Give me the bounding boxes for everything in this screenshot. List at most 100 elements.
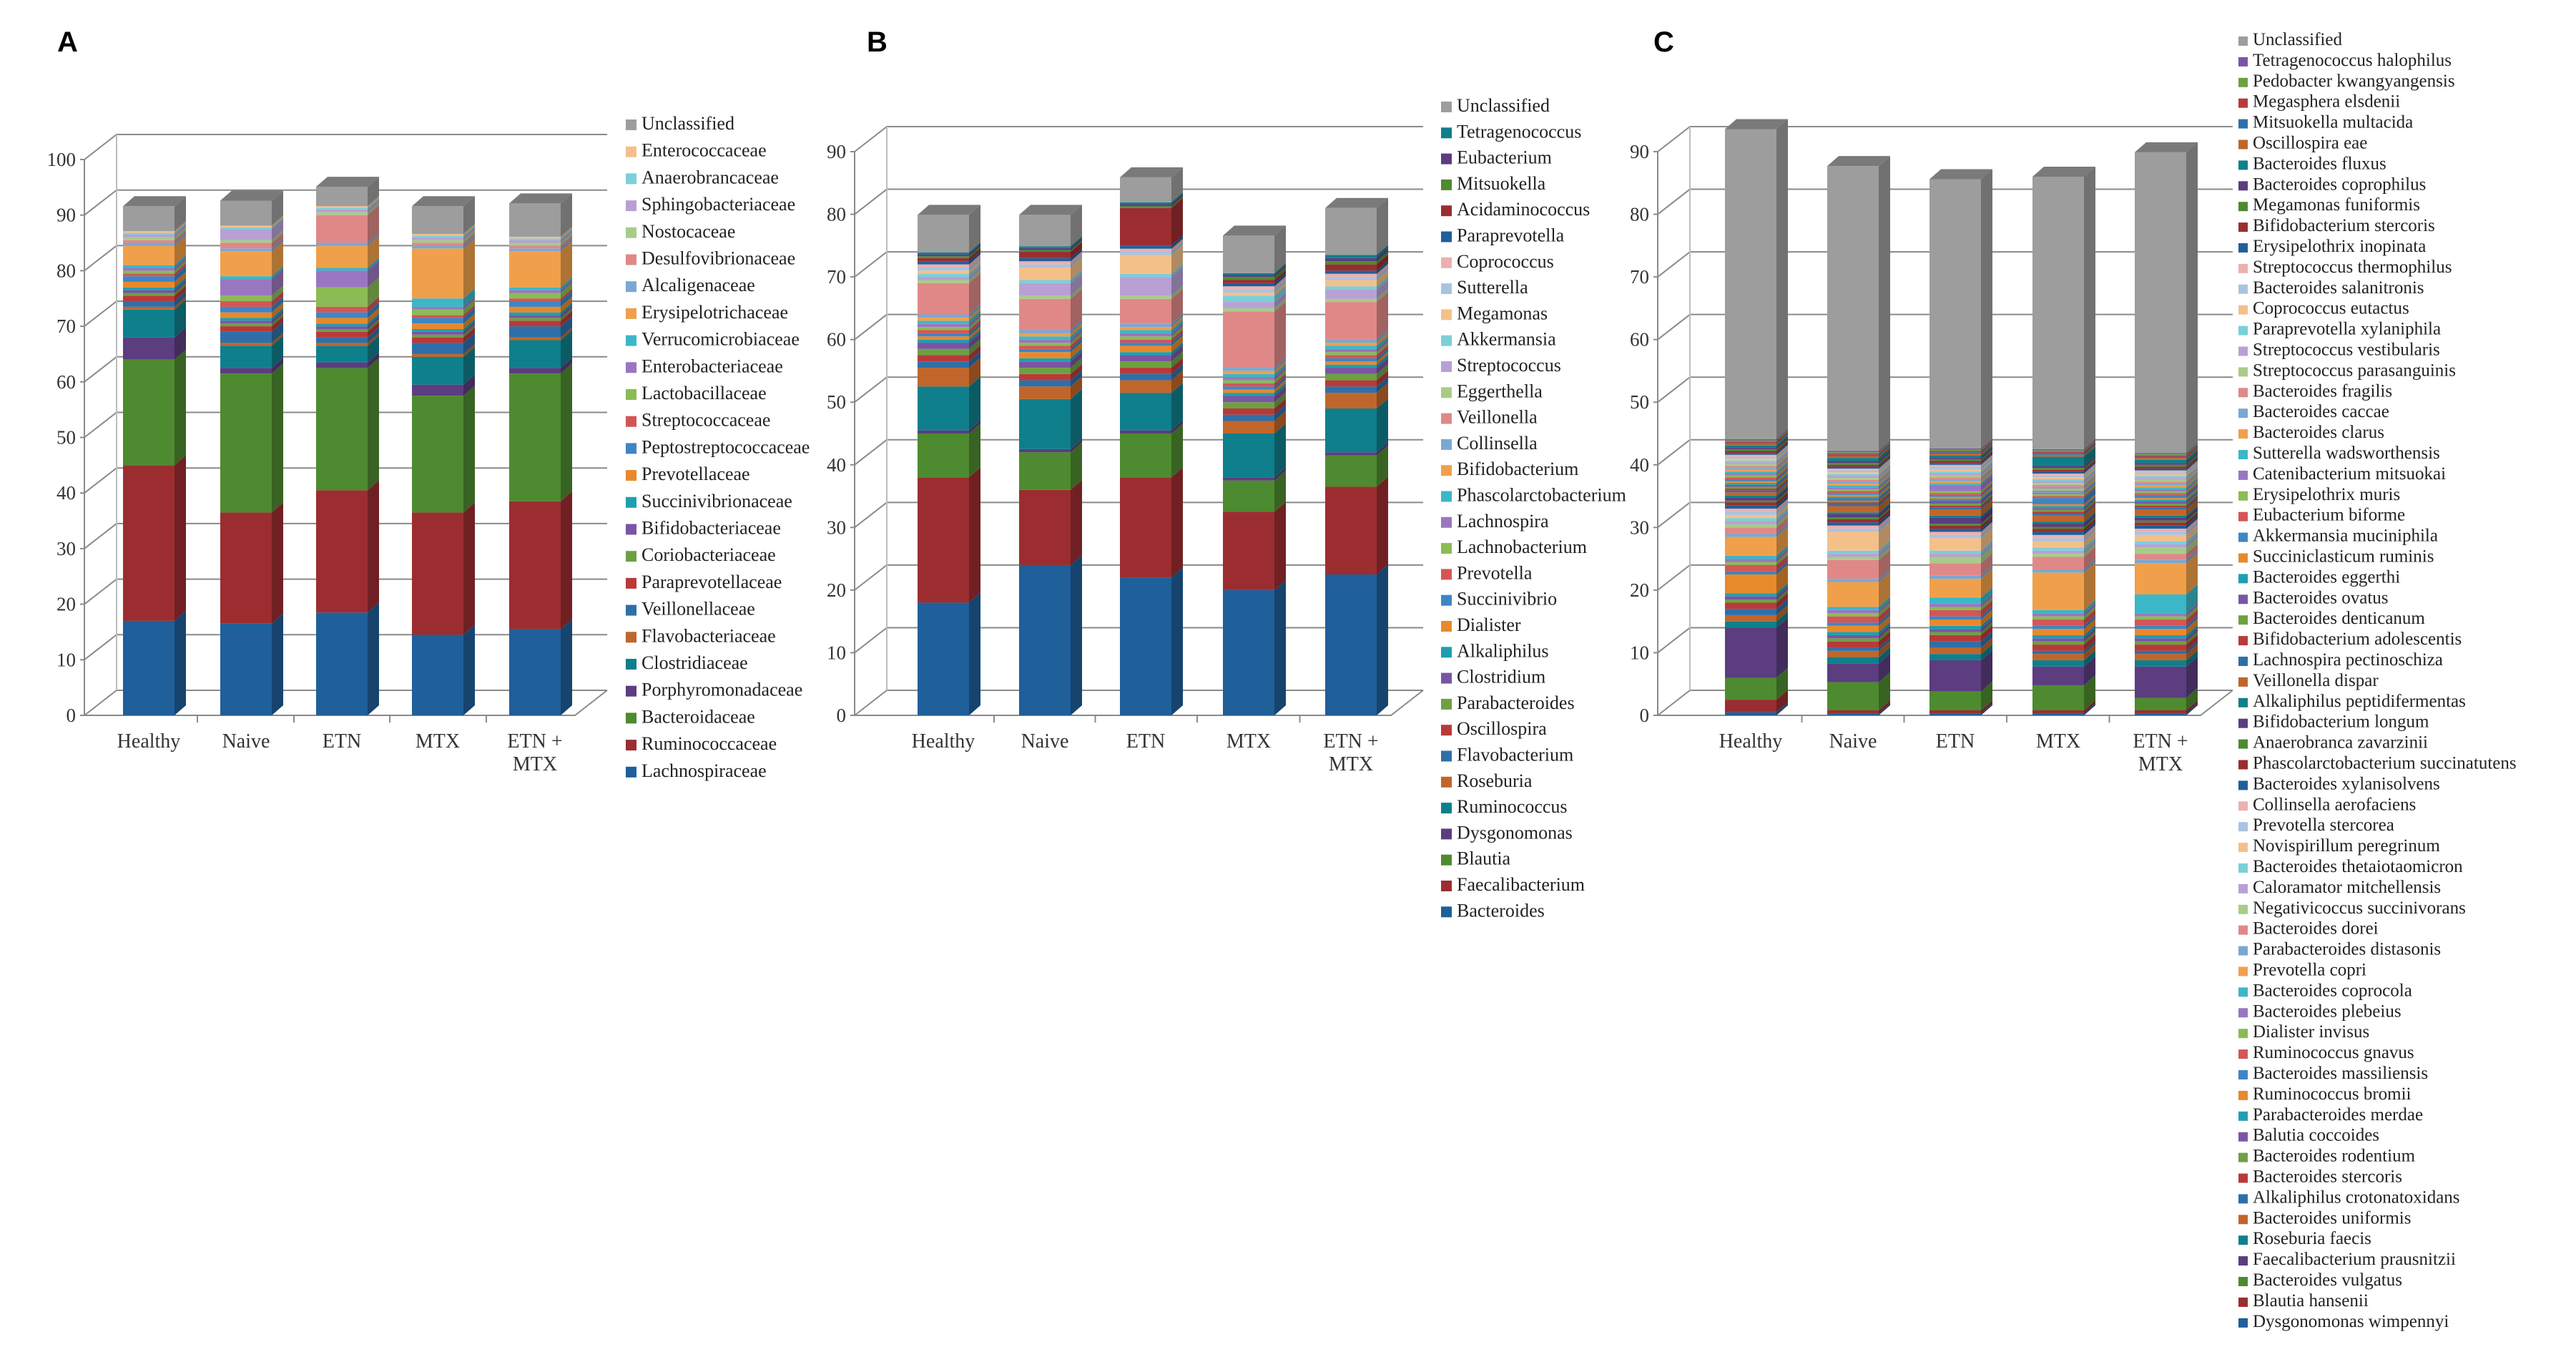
legend-label-lachnospira: Lachnospira — [1457, 511, 1549, 532]
bar-side-erysipelothrix-inopinata — [2084, 461, 2095, 474]
bar-segment-bacteroides-plebeius — [2032, 613, 2084, 617]
x-tick-label: MTX — [2036, 730, 2080, 753]
bar-segment-bacteroides-fragilis — [1929, 477, 1981, 479]
bar-segment-unclassified — [316, 187, 368, 207]
bar-segment-ruminococcus-gnavus — [1725, 564, 1776, 572]
bar-side-bacteroides-stercoris — [1981, 624, 1992, 642]
bar-segment-unclassified — [412, 206, 463, 235]
bar-segment-clostridiaceae — [316, 346, 368, 363]
legend-label-erysipelothrix-inopinata: Erysipelothrix inopinata — [2253, 237, 2426, 256]
bar-segment-desulfovibrionaceae — [123, 240, 174, 243]
bar-side-prevotellaceae — [368, 308, 379, 324]
bar-segment-mitsuokella — [1120, 206, 1171, 208]
legend-swatch-bacteroides-ovatus — [2238, 594, 2248, 604]
bar-segment-anaerobrancaceae — [412, 235, 463, 237]
legend-label-enterococcaceae: Enterococcaceae — [641, 140, 767, 161]
bar-side-akkermansia-muciniphila — [1776, 469, 1788, 481]
bar-segment-sutterella-wadsworthensis — [1827, 485, 1879, 488]
bar-segment-dysgonomonas-wimpennyi — [1929, 713, 1981, 715]
bar-side-alkaliphilus — [1071, 348, 1082, 362]
bar-segment-lachnobacterium — [918, 327, 969, 330]
bar-side-ruminococcus-gnavus — [1776, 554, 1788, 572]
legend-swatch-negativicoccus-succinivorans — [2238, 904, 2248, 914]
legend-swatch-lachnobacterium — [1441, 543, 1452, 554]
bar-side-phascolarctobacterium — [1274, 363, 1286, 378]
x-tick-label: ETN — [1936, 730, 1975, 753]
bar-segment-clostridium — [1120, 355, 1171, 362]
y-tick-label: 90 — [1630, 141, 1649, 162]
bar-side-flavobacteriaceae — [272, 333, 283, 346]
bar-segment-lachnospira-pectinoschiza — [2032, 514, 2084, 516]
bar-segment-bacteroides-denticanum — [1725, 486, 1776, 489]
bar-segment-erysipelotrichaceae — [412, 248, 463, 299]
bar-segment-lachnospiraceae — [412, 635, 463, 715]
legend-swatch-sutterella-wadsworthensis — [2238, 450, 2248, 459]
bar-segment-faecalibacterium-prausnitzii — [2032, 666, 2084, 685]
bar-segment-lachnospira — [918, 323, 969, 328]
bar-side-coprococcus — [1171, 238, 1183, 253]
bar-side-akkermansia-muciniphila — [1879, 483, 1890, 495]
bar-segment-coprococcus-eutactus — [1725, 459, 1776, 461]
bar-side-coriobacteriaceae — [463, 324, 475, 338]
bar-side-streptococcus — [969, 267, 980, 280]
bar-segment-sutterella-wadsworthensis — [1725, 471, 1776, 474]
bar-segment-lachnobacterium — [1120, 336, 1171, 340]
bar-segment-clostridium — [918, 343, 969, 349]
bar-segment-akkermansia — [1223, 295, 1274, 303]
bar-segment-streptococcus-parasanguinis — [2032, 483, 2084, 485]
bar-side-bacteroides-xylanisolvens — [2186, 515, 2198, 529]
bar-side-alkaliphilus-crotonatoxidans — [1981, 631, 1992, 648]
bar-segment-blautia — [1019, 452, 1071, 490]
bar-segment-unclassified — [123, 206, 174, 232]
bar-segment-paraprevotella — [1223, 283, 1274, 287]
bar-side-unclassified — [969, 205, 980, 253]
bar-side-blautia — [1377, 445, 1388, 487]
legend-swatch-veillonella-dispar — [2238, 677, 2248, 687]
bar-side-bacteroides-massiliensis — [2186, 615, 2198, 630]
legend-label-succinivibrio: Succinivibrio — [1457, 589, 1557, 609]
bar-segment-ruminococcus-gnavus — [1929, 609, 1981, 617]
legend-label-mitsuokella-multacida: Mitsuokella multacida — [2253, 113, 2413, 132]
legend-swatch-eggerthella — [1441, 387, 1452, 398]
legend-label-roseburia: Roseburia — [1457, 770, 1533, 791]
bar-side-porphyromonadaceae — [272, 358, 283, 374]
x-tick-label: Naive — [1021, 730, 1069, 753]
bar-side-catenibacterium-mitsuokai — [1879, 477, 1890, 489]
legend-swatch-tetragenococcus — [1441, 127, 1452, 139]
bar-segment-oscillospira — [1120, 368, 1171, 374]
bar-side-erysipelotrichaceae — [368, 235, 379, 268]
bar-segment-bacteroides-clarus — [2032, 489, 2084, 491]
bar-segment-verrucomicrobiaceae — [123, 265, 174, 268]
bar-segment-paraprevotellaceae — [412, 337, 463, 343]
bar-side-bacteroidaceae — [561, 363, 572, 501]
bar-side-negativicoccus-succinivorans — [1879, 547, 1890, 560]
y-tick-label: 0 — [67, 705, 77, 726]
bar-segment-succiniclasticum-ruminis — [2032, 504, 2084, 506]
bar-side-parabacteroides-merdae — [2084, 624, 2095, 639]
bar-segment-bacteroides-caccae — [1929, 479, 1981, 481]
bar-side-alkaliphilus-peptidifermentas — [1981, 505, 1992, 518]
bar-side-bacteroides — [1171, 567, 1183, 715]
bar-segment-bacteroides-coprophilus — [2032, 466, 2084, 469]
bar-segment-megamonas-funiformis — [1725, 449, 1776, 451]
legend-swatch-mitsuokella — [1441, 179, 1452, 190]
bar-segment-erysipelothrix-inopinata — [1827, 466, 1879, 469]
bar-top — [918, 205, 980, 215]
bar-segment-erysipelothrix-muris — [1725, 475, 1776, 478]
bar-segment-dialister-invisus — [1827, 613, 1879, 617]
bar-side-collinsella — [969, 304, 980, 318]
bar-side-bacteroides-eggerthi — [2186, 489, 2198, 502]
bar-segment-collinsella-aerofaciens — [2135, 529, 2186, 532]
bar-segment-dysgonomonas-wimpennyi — [1725, 712, 1776, 715]
legend-swatch-bacteroides-salanitronis — [2238, 284, 2248, 294]
bar-side-collinsella — [1071, 320, 1082, 333]
bar-side-parabacteroides-merdae — [2186, 624, 2198, 639]
bar-side-succiniclasticum-ruminis — [1879, 484, 1890, 497]
bar-segment-novispirillum-peregrinum — [1725, 514, 1776, 519]
bar-side-veillonella-dispar — [1776, 482, 1788, 496]
legend-label-tetragenococcus: Tetragenococcus — [1457, 121, 1581, 142]
bar-segment-alkaliphilus — [1223, 393, 1274, 396]
bar-segment-veillonella — [1019, 298, 1071, 330]
legend-swatch-tetragenococcus-halophilus — [2238, 57, 2248, 67]
bar-segment-roseburia — [1120, 380, 1171, 393]
